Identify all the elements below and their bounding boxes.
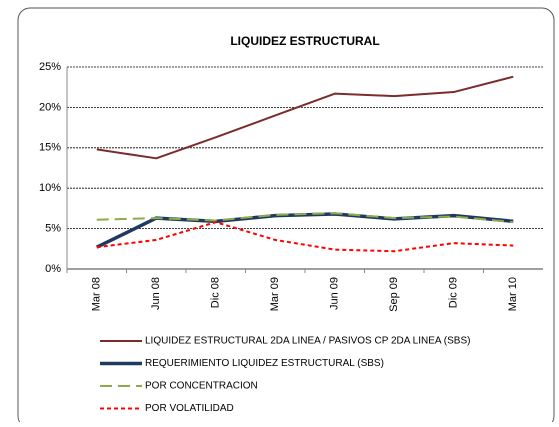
y-tick-label: 5%	[45, 223, 61, 235]
x-tick-label: Sep 09	[388, 277, 400, 312]
x-tick-label: Mar 08	[91, 277, 103, 311]
y-tick-label: 25%	[39, 61, 61, 73]
y-tick-label: 10%	[39, 182, 61, 194]
series-line	[96, 221, 514, 253]
x-tick-label: Jun 09	[329, 277, 341, 310]
x-tick-label: Dic 08	[210, 277, 222, 308]
y-tick-label: 20%	[39, 101, 61, 113]
y-tick-label: 0%	[45, 263, 61, 275]
legend-label: POR VOLATILIDAD	[145, 403, 234, 414]
legend-label: REQUERIMIENTO LIQUIDEZ ESTRUCTURAL (SBS)	[145, 358, 384, 369]
chart-title: LIQUIDEZ ESTRUCTURAL	[230, 34, 379, 48]
legend-label: LIQUIDEZ ESTRUCTURAL 2DA LINEA / PASIVOS…	[145, 336, 470, 347]
x-tick-label: Jun 08	[150, 277, 162, 310]
x-tick-label: Dic 09	[448, 277, 460, 308]
series-line	[96, 75, 514, 160]
x-tick-label: Mar 09	[269, 277, 281, 311]
series-line	[96, 212, 514, 224]
y-tick-label: 15%	[39, 142, 61, 154]
chart-border	[17, 7, 555, 427]
x-tick-label: Mar 10	[507, 277, 519, 311]
legend-label: POR CONCENTRACION	[145, 381, 258, 392]
